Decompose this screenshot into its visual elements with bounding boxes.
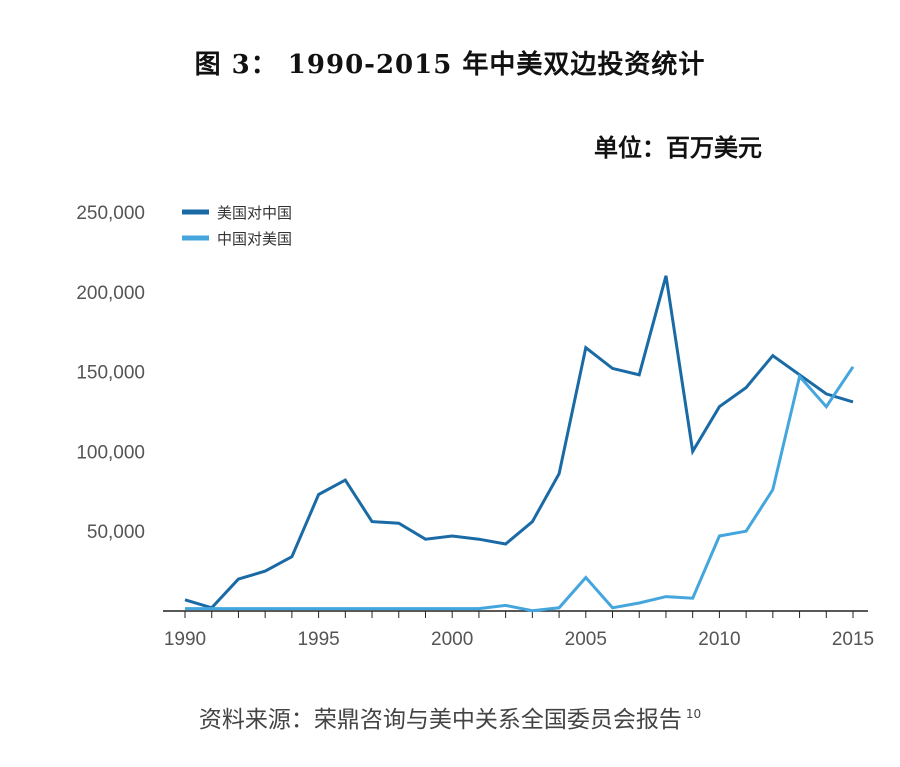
series-line-1 — [184, 275, 854, 610]
x-tick-label: 1995 — [297, 629, 339, 650]
x-axis: 1990 1995 2000 2005 2010 2015 — [163, 610, 874, 650]
y-tick-label: 100,000 — [76, 442, 145, 463]
series-line-2 — [185, 365, 855, 613]
source-text: 资料来源：荣鼎咨询与美中关系全国委员会报告 — [198, 707, 682, 733]
x-tick-label: 1990 — [164, 629, 206, 650]
legend-label: 美国对中国 — [217, 204, 292, 222]
x-tick-label: 2010 — [698, 629, 740, 650]
y-tick-label: 250,000 — [76, 203, 145, 224]
series-lines — [184, 275, 855, 613]
chart-title: 图 3： 1990-2015 年中美双边投资统计 — [194, 50, 706, 80]
footnote-number: 10 — [685, 707, 702, 722]
y-tick-label: 200,000 — [76, 283, 145, 304]
x-tick-label: 2005 — [565, 629, 607, 650]
legend-label: 中国对美国 — [217, 230, 292, 248]
y-axis-ticks: 50,000 100,000 150,000 200,000 250,000 — [76, 203, 145, 543]
x-tick-label: 2015 — [832, 629, 874, 650]
y-tick-label: 50,000 — [87, 522, 145, 543]
source-note: 资料来源：荣鼎咨询与美中关系全国委员会报告 10 — [0, 700, 900, 734]
y-tick-label: 150,000 — [76, 363, 145, 384]
unit-label: 单位：百万美元 — [594, 133, 762, 162]
x-tick-label: 2000 — [431, 629, 473, 650]
